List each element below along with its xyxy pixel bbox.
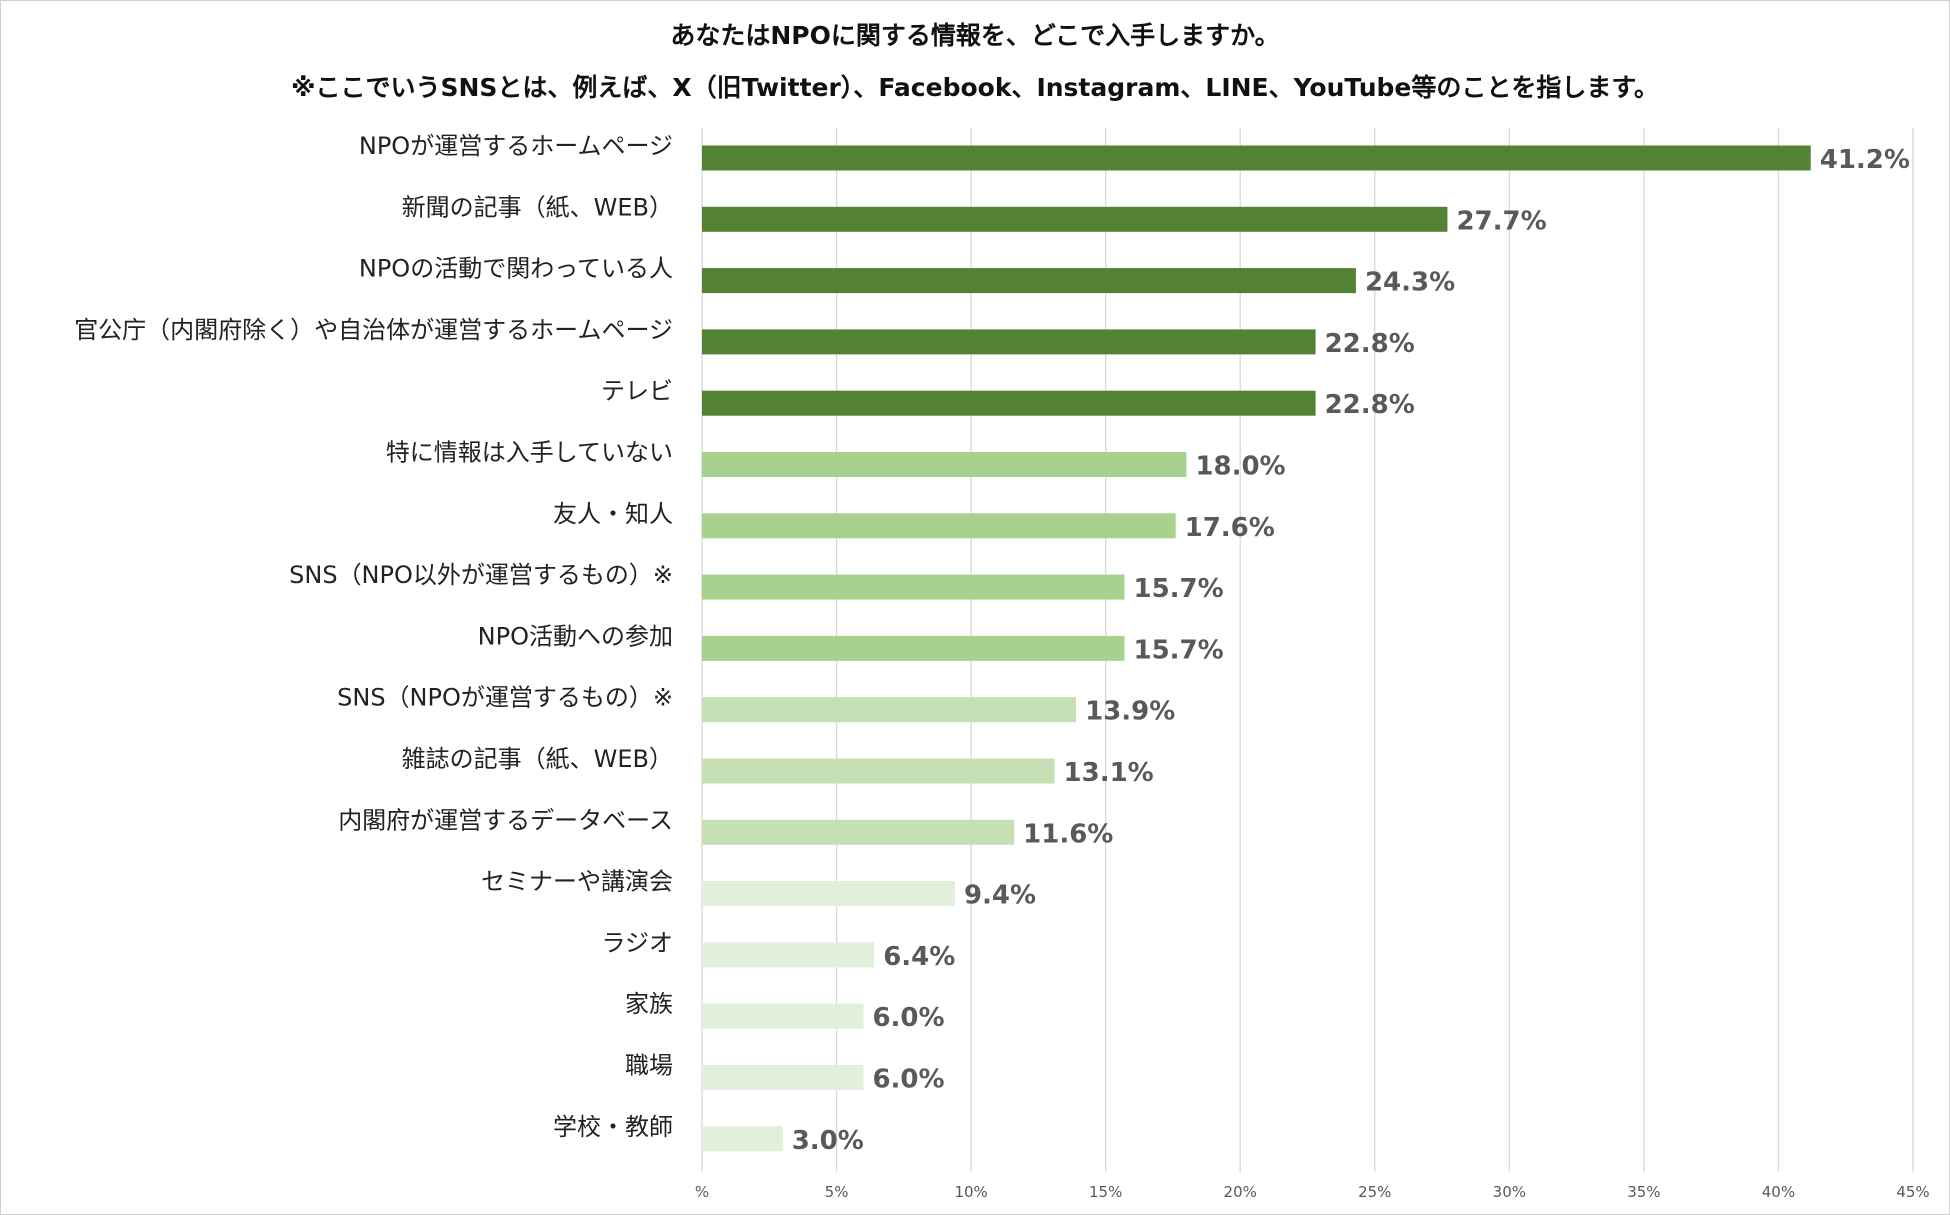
- value-label: 6.0%: [872, 1003, 944, 1033]
- x-tick-label: 10%: [954, 1183, 987, 1201]
- x-tick-label: 40%: [1762, 1183, 1795, 1201]
- category-label: 友人・知人: [553, 500, 673, 528]
- value-label: 11.6%: [1023, 819, 1113, 849]
- bar: [702, 635, 1125, 661]
- category-label: NPOが運営するホームページ: [359, 132, 673, 160]
- value-label: 22.8%: [1325, 390, 1415, 420]
- bar: [702, 697, 1077, 723]
- bar: [702, 1065, 864, 1090]
- x-tick-label: 45%: [1896, 1183, 1929, 1201]
- category-label: 内閣府が運営するデータベース: [338, 806, 673, 834]
- bar: [702, 268, 1356, 294]
- value-label: 18.0%: [1195, 452, 1285, 482]
- category-label: 特に情報は入手していない: [386, 439, 673, 467]
- value-label: 15.7%: [1134, 635, 1224, 665]
- category-label: 家族: [625, 990, 673, 1018]
- value-label: 17.6%: [1185, 513, 1275, 543]
- value-label: 13.9%: [1085, 697, 1175, 727]
- value-label: 6.4%: [883, 942, 955, 972]
- category-label: 職場: [625, 1052, 673, 1080]
- bar: [702, 1003, 864, 1029]
- bars: [702, 145, 1811, 1152]
- bar: [702, 1126, 783, 1152]
- bar: [702, 758, 1055, 784]
- x-tick-label: 5%: [825, 1183, 849, 1201]
- bar: [702, 881, 955, 907]
- value-label: 6.0%: [872, 1065, 944, 1095]
- category-label: 雑誌の記事（紙、WEB）: [402, 745, 673, 773]
- bar: [702, 390, 1316, 416]
- value-label: 24.3%: [1365, 268, 1455, 298]
- value-label: 9.4%: [964, 881, 1036, 911]
- x-tick-label: 20%: [1224, 1183, 1257, 1201]
- bar: [702, 206, 1448, 232]
- x-tick-label: 15%: [1089, 1183, 1122, 1201]
- bar: [702, 942, 875, 968]
- value-labels: 41.2% 27.7% 24.3% 22.8% 22.8% 18.0% 17.6% 15.7%…: [792, 145, 1910, 1156]
- category-label: SNS（NPOが運営するもの）※: [337, 684, 673, 712]
- category-label: NPO活動への参加: [478, 622, 673, 650]
- category-label: 学校・教師: [553, 1113, 673, 1141]
- value-label: 27.7%: [1456, 206, 1546, 236]
- bar: [702, 329, 1316, 355]
- category-label: 官公庁（内閣府除く）や自治体が運営するホームページ: [74, 316, 673, 344]
- x-tick-label: 25%: [1358, 1183, 1391, 1201]
- bar: [702, 513, 1176, 539]
- x-tick-label: 35%: [1627, 1183, 1660, 1201]
- value-label: 13.1%: [1064, 758, 1154, 788]
- category-label: ラジオ: [601, 929, 673, 957]
- bar: [702, 819, 1015, 845]
- value-label: 41.2%: [1820, 145, 1910, 175]
- category-label: セミナーや講演会: [481, 868, 673, 896]
- value-label: 15.7%: [1134, 574, 1224, 604]
- x-axis-ticks: % 5% 10% 15% 20% 25% 30% 35% 40% 45%: [695, 1183, 1930, 1201]
- value-label: 22.8%: [1325, 329, 1415, 359]
- chart-title: あなたはNPOに関する情報を、どこで入手しますか。: [670, 21, 1280, 50]
- value-label: 3.0%: [792, 1126, 864, 1156]
- bar: [702, 574, 1125, 600]
- category-label: テレビ: [601, 377, 673, 405]
- x-tick-label: 30%: [1493, 1183, 1526, 1201]
- chart-subtitle: ※ここでいうSNSとは、例えば、X（旧Twitter）、Facebook、Ins…: [291, 73, 1659, 102]
- category-label: SNS（NPO以外が運営するもの）※: [289, 561, 673, 589]
- bar: [702, 452, 1187, 477]
- category-label: 新聞の記事（紙、WEB）: [402, 193, 673, 221]
- bar: [702, 145, 1811, 171]
- category-label: NPOの活動で関わっている人: [359, 255, 673, 283]
- x-tick-label: %: [695, 1183, 709, 1201]
